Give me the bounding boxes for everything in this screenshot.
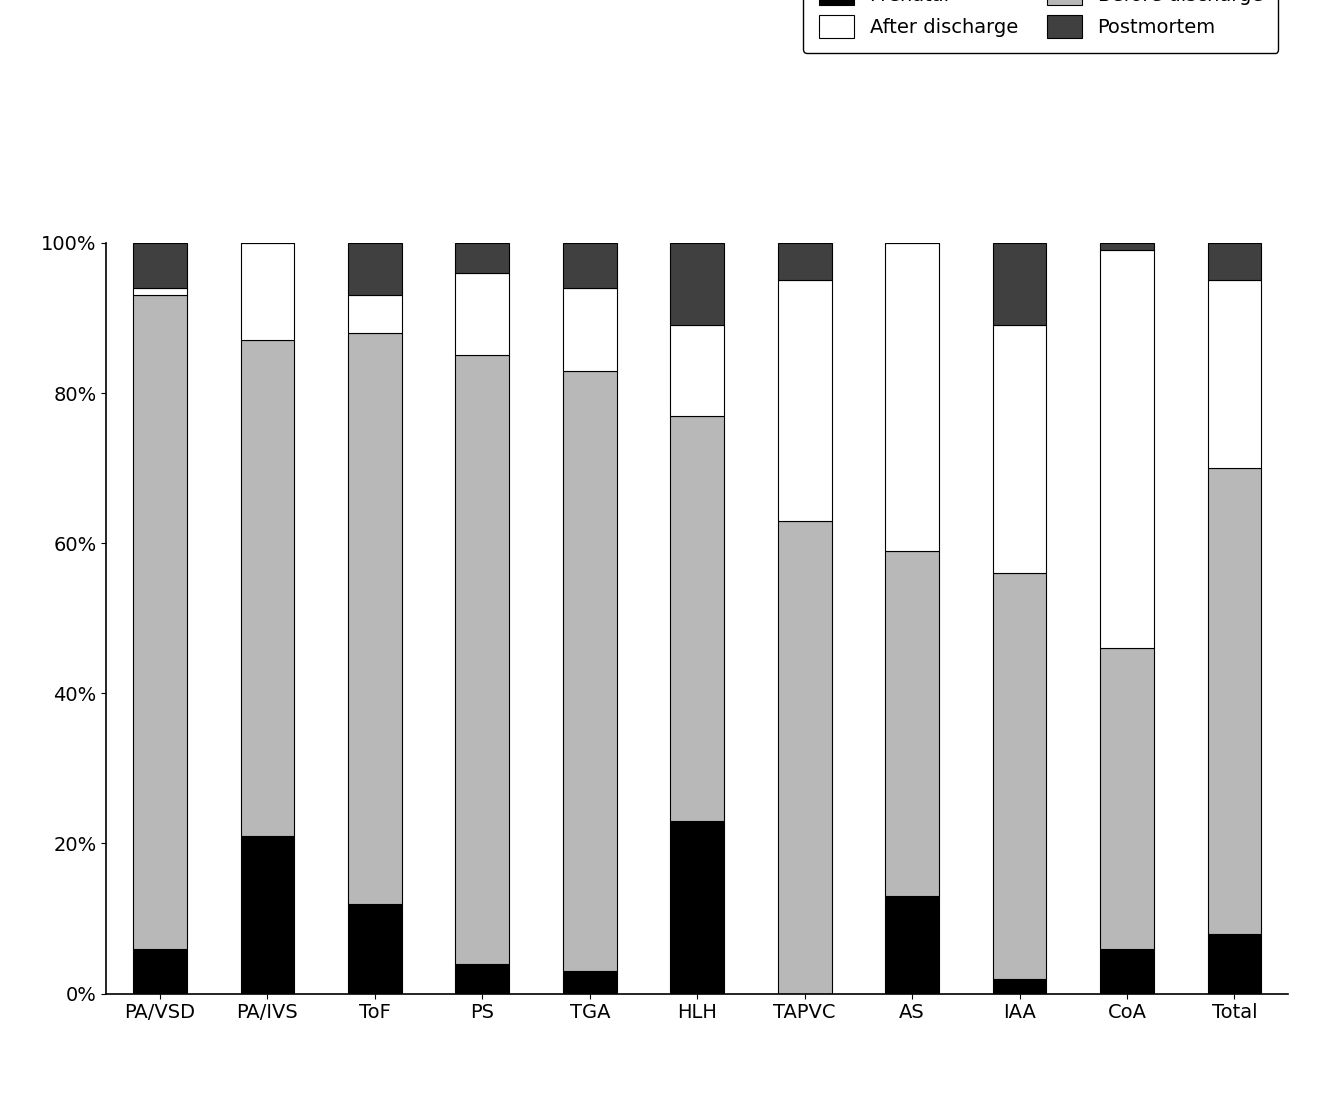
Bar <box>348 243 402 296</box>
Bar <box>993 326 1046 573</box>
Bar <box>240 340 295 836</box>
Bar <box>563 972 616 994</box>
Bar <box>1100 648 1154 948</box>
Bar <box>1207 280 1262 468</box>
Bar <box>778 243 831 280</box>
Bar <box>456 273 509 355</box>
Bar <box>133 288 187 296</box>
Bar <box>133 243 187 288</box>
Bar <box>671 243 724 326</box>
Bar <box>348 296 402 333</box>
Bar <box>671 326 724 415</box>
Bar <box>993 243 1046 326</box>
Bar <box>778 280 831 521</box>
Bar <box>993 573 1046 978</box>
Bar <box>778 521 831 994</box>
Bar <box>1207 468 1262 934</box>
Bar <box>1100 243 1154 251</box>
Bar <box>456 964 509 994</box>
Bar <box>1100 948 1154 994</box>
Bar <box>1100 251 1154 648</box>
Bar <box>993 978 1046 994</box>
Bar <box>671 821 724 994</box>
Bar <box>240 243 295 340</box>
Bar <box>563 288 616 371</box>
Bar <box>886 551 939 896</box>
Bar <box>1207 934 1262 994</box>
Bar <box>886 243 939 551</box>
Bar <box>456 243 509 273</box>
Bar <box>133 296 187 948</box>
Legend: Prenatal, After discharge, Before discharge, Postmortem: Prenatal, After discharge, Before discha… <box>803 0 1279 53</box>
Bar <box>348 333 402 903</box>
Bar <box>240 836 295 994</box>
Bar <box>133 948 187 994</box>
Bar <box>886 896 939 994</box>
Bar <box>563 243 616 288</box>
Bar <box>348 903 402 994</box>
Bar <box>563 371 616 972</box>
Bar <box>1207 243 1262 280</box>
Bar <box>671 415 724 821</box>
Bar <box>456 355 509 964</box>
